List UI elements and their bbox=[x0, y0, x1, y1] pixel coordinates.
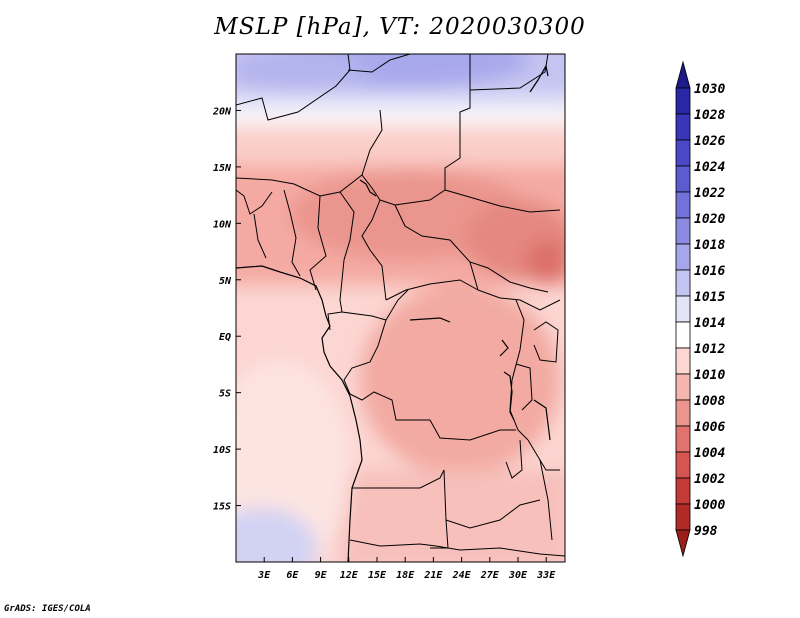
pressure-field bbox=[236, 54, 565, 562]
colorbar-cell bbox=[675, 347, 691, 375]
colorbar-level-label: 1018 bbox=[694, 238, 725, 253]
lon-tick-label: 24E bbox=[452, 570, 472, 581]
colorbar-level-label: 1015 bbox=[694, 290, 725, 305]
colorbar-cell bbox=[675, 87, 691, 115]
colorbar-cell bbox=[675, 477, 691, 505]
lat-tick-label: 20N bbox=[212, 106, 232, 117]
colorbar-level-label: 998 bbox=[694, 524, 718, 539]
lon-tick-label: 33E bbox=[536, 570, 556, 581]
lon-tick-label: 18E bbox=[396, 570, 415, 581]
lat-tick-label: EQ bbox=[219, 332, 231, 343]
colorbar-cell bbox=[675, 503, 691, 531]
lat-tick-label: 5S bbox=[219, 389, 231, 400]
colorbar-cell bbox=[675, 399, 691, 427]
colorbar-cell bbox=[675, 451, 691, 479]
coastlines bbox=[236, 64, 551, 562]
latitude-axis: 20N 15N 10N 5N EQ 5S 10S 15S bbox=[212, 106, 241, 513]
colorbar-cell bbox=[675, 373, 691, 401]
lon-tick-label: 6E bbox=[286, 570, 299, 581]
lat-tick-label: 10S bbox=[213, 445, 231, 456]
grads-credit: GrADS: IGES/COLA bbox=[4, 604, 91, 614]
colorbar: 1030 1028 1026 1024 1022 1020 1018 1016 1015 1014… bbox=[675, 60, 725, 558]
lon-tick-label: 9E bbox=[315, 570, 328, 581]
colorbar-cell bbox=[675, 60, 691, 89]
map-frame bbox=[235, 53, 566, 563]
lat-tick-label: 5N bbox=[219, 276, 232, 287]
colorbar-cell bbox=[675, 529, 691, 558]
colorbar-level-label: 1024 bbox=[694, 160, 725, 175]
lat-tick-label: 10N bbox=[213, 219, 232, 230]
colorbar-level-label: 1012 bbox=[694, 342, 725, 357]
colorbar-level-label: 1022 bbox=[694, 186, 725, 201]
longitude-axis: 3E 6E 9E 12E 15E 18E 21E 24E 27E 30E 33E bbox=[257, 557, 556, 581]
colorbar-cell bbox=[675, 139, 691, 167]
colorbar-cell bbox=[675, 165, 691, 193]
colorbar-level-label: 1002 bbox=[694, 472, 725, 487]
colorbar-level-label: 1026 bbox=[694, 134, 725, 149]
lon-tick-label: 21E bbox=[423, 570, 443, 581]
lon-tick-label: 27E bbox=[480, 570, 500, 581]
lat-tick-label: 15S bbox=[213, 502, 231, 513]
lat-tick-label: 15N bbox=[213, 163, 232, 174]
colorbar-cell bbox=[675, 191, 691, 219]
colorbar-cell bbox=[675, 269, 691, 297]
colorbar-level-label: 1008 bbox=[694, 394, 725, 409]
country-boundaries bbox=[236, 54, 565, 557]
colorbar-level-label: 1000 bbox=[694, 498, 725, 513]
colorbar-cell bbox=[675, 243, 691, 271]
colorbar-level-label: 1020 bbox=[694, 212, 725, 227]
lon-tick-label: 30E bbox=[508, 570, 528, 581]
colorbar-cell bbox=[675, 321, 691, 349]
colorbar-cell bbox=[675, 113, 691, 141]
chart-title: MSLP [hPa], VT: 2020030300 bbox=[214, 14, 586, 40]
colorbar-level-label: 1016 bbox=[694, 264, 725, 279]
lon-tick-label: 15E bbox=[368, 570, 387, 581]
colorbar-level-label: 1006 bbox=[694, 420, 725, 435]
colorbar-level-label: 1014 bbox=[694, 316, 725, 331]
colorbar-level-label: 1030 bbox=[694, 82, 725, 97]
colorbar-level-label: 1004 bbox=[694, 446, 725, 461]
colorbar-level-label: 1010 bbox=[694, 368, 725, 383]
lon-tick-label: 3E bbox=[257, 570, 271, 581]
colorbar-cell bbox=[675, 217, 691, 245]
colorbar-cell bbox=[675, 425, 691, 453]
colorbar-cell bbox=[675, 295, 691, 323]
lon-tick-label: 12E bbox=[340, 570, 359, 581]
colorbar-level-label: 1028 bbox=[694, 108, 725, 123]
